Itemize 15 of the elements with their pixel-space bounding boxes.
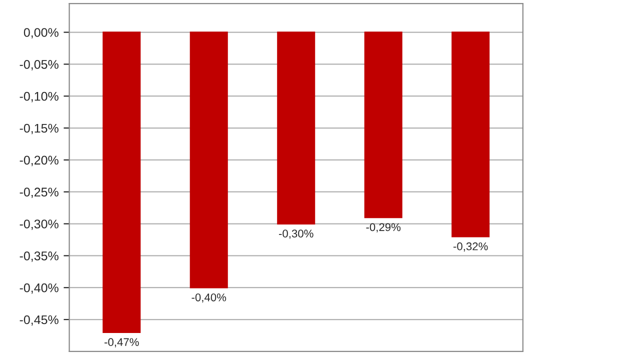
y-tick-label: -0,45% — [20, 315, 58, 326]
y-tick-label: -0,15% — [20, 124, 58, 134]
data-label: -0,47% — [104, 338, 139, 348]
y-tick-label: -0,30% — [20, 220, 58, 230]
y-tick-label: -0,35% — [20, 252, 58, 262]
y-tick-label: -0,20% — [20, 156, 58, 166]
y-tick-label: -0,05% — [20, 60, 58, 70]
y-tick-label: -0,25% — [20, 188, 58, 198]
data-label: -0,40% — [192, 293, 226, 303]
y-tick-label: 0,00% — [24, 28, 58, 38]
data-label: -0,30% — [278, 230, 314, 239]
data-label: -0,32% — [453, 242, 488, 252]
y-tick-label: -0,10% — [20, 92, 58, 102]
y-tick-label: -0,40% — [20, 283, 58, 294]
data-label: -0,29% — [366, 223, 401, 232]
